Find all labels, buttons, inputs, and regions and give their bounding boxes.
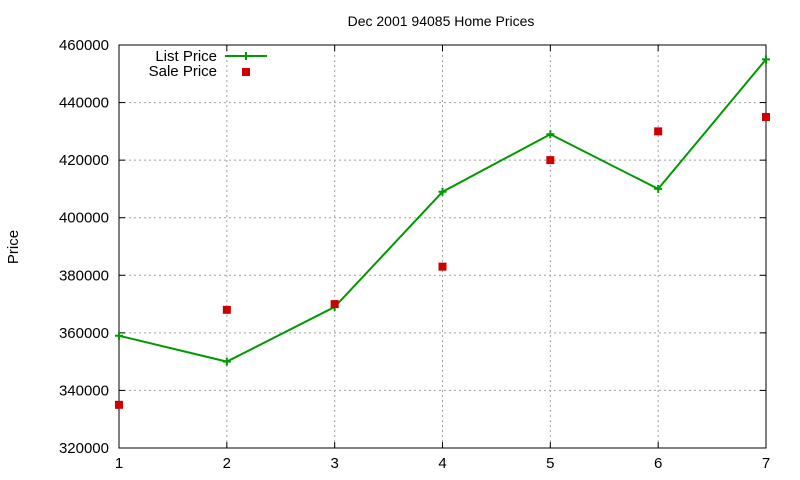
legend: List Price Sale Price [149, 48, 267, 80]
data-point-list-price [438, 187, 447, 196]
data-point-list-price [222, 357, 231, 366]
y-tick-label: 460000 [59, 37, 109, 54]
y-tick-label: 360000 [59, 325, 109, 342]
legend-label-list-price: List Price [155, 48, 217, 65]
x-tick-label: 6 [654, 455, 662, 472]
x-tick-label: 5 [546, 455, 554, 472]
data-point-sale-price [762, 112, 770, 121]
data-point-sale-price [222, 305, 231, 314]
data-point-list-price [115, 331, 123, 340]
tick-labels: 1 2 3 4 5 6 7 320000 340000 360000 380000 400000 420… [59, 37, 770, 472]
y-axis-label: Price [5, 230, 22, 264]
x-tick-label: 7 [762, 455, 770, 472]
x-tick-label: 2 [223, 455, 231, 472]
y-tick-label: 400000 [59, 210, 109, 227]
y-tick-label: 420000 [59, 152, 109, 169]
series-marks [115, 55, 770, 409]
y-tick-label: 340000 [59, 382, 109, 399]
data-point-list-price [654, 184, 663, 193]
chart-title: Dec 2001 94085 Home Prices [348, 13, 535, 29]
grid [119, 45, 766, 448]
x-tick-label: 3 [330, 455, 338, 472]
data-point-sale-price [654, 127, 663, 136]
data-point-sale-price [438, 262, 447, 271]
legend-label-sale-price: Sale Price [149, 63, 217, 80]
y-tick-label: 440000 [59, 95, 109, 112]
y-tick-label: 320000 [59, 440, 109, 457]
legend-marker-sale-price [242, 68, 250, 76]
data-point-sale-price [115, 400, 123, 409]
data-point-sale-price [546, 156, 555, 165]
x-tick-label: 1 [115, 455, 123, 472]
data-point-list-price [546, 130, 555, 139]
y-tick-label: 380000 [59, 267, 109, 284]
data-point-sale-price [330, 300, 339, 309]
legend-marker-list-price [242, 52, 250, 60]
x-tick-label: 4 [438, 455, 446, 472]
data-point-list-price [762, 55, 770, 64]
